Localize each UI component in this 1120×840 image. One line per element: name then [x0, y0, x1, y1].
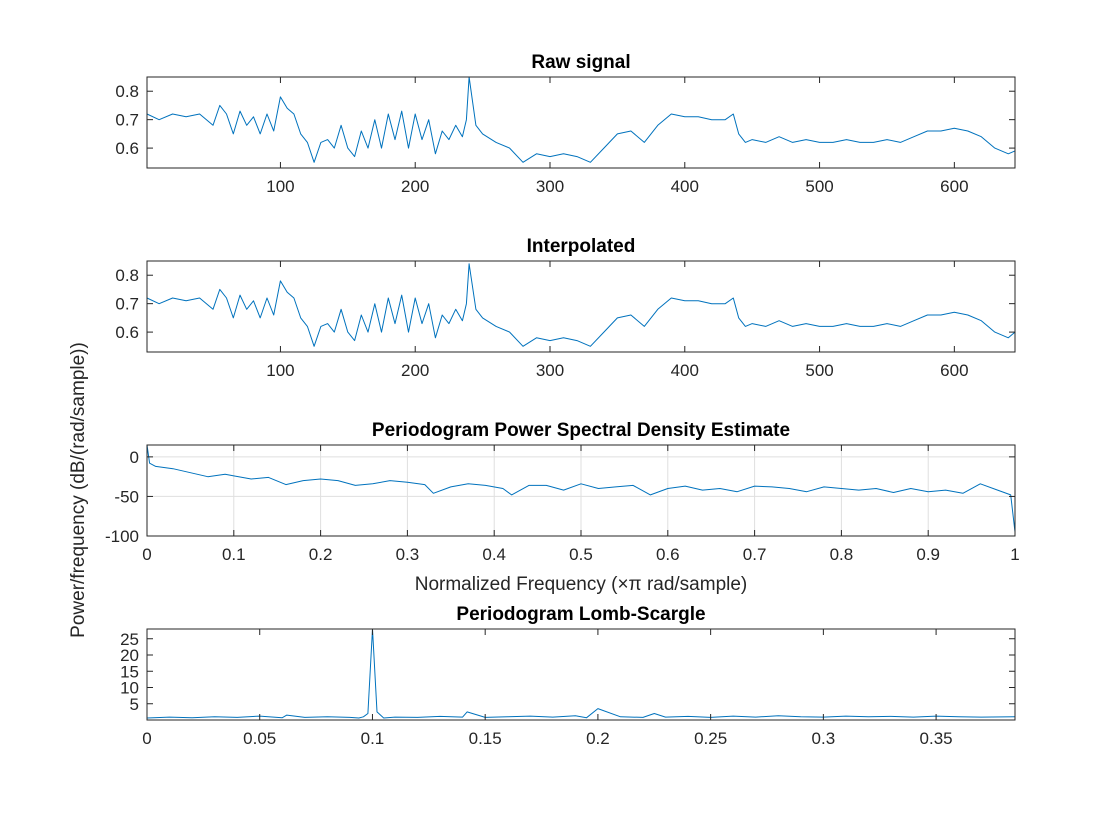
axes-box-raw	[146, 76, 1016, 169]
subplot-raw: 100 200 300 400 500 600 0.6 0.7 0.8 Raw signal	[115, 52, 1016, 196]
series-line-psd-0	[146, 444, 1016, 533]
axes-box-interp	[146, 260, 1016, 353]
x-tick-label-psd-2: 0.2	[309, 545, 333, 564]
x-tick-label-psd-5: 0.5	[569, 545, 593, 564]
y-tick-label-lomb-4: 25	[120, 630, 139, 649]
x-tick-label-raw-5: 600	[940, 177, 968, 196]
x-tick-label-lomb-6: 0.3	[812, 729, 836, 748]
plot-area-interp	[146, 260, 1016, 353]
x-tick-label-lomb-7: 0.35	[920, 729, 953, 748]
y-tick-label-interp-2: 0.8	[115, 266, 139, 285]
x-tick-label-psd-7: 0.7	[743, 545, 767, 564]
y-tick-label-raw-0: 0.6	[115, 139, 139, 158]
x-tick-label-psd-1: 0.1	[222, 545, 246, 564]
x-tick-label-psd-8: 0.8	[830, 545, 854, 564]
x-tick-label-interp-1: 200	[401, 361, 429, 380]
y-tick-label-psd-0: -100	[105, 527, 139, 546]
x-tick-label-lomb-0: 0	[142, 729, 151, 748]
subplot-title-psd: Periodogram Power Spectral Density Estim…	[372, 420, 790, 441]
y-tick-label-lomb-3: 20	[120, 646, 139, 665]
x-tick-label-lomb-5: 0.25	[694, 729, 727, 748]
x-tick-label-psd-9: 0.9	[916, 545, 940, 564]
y-tick-label-interp-1: 0.7	[115, 295, 139, 314]
x-tick-label-lomb-4: 0.2	[586, 729, 610, 748]
y-tick-label-lomb-1: 10	[120, 679, 139, 698]
axes-box-lomb	[146, 628, 1016, 721]
x-tick-label-raw-0: 100	[266, 177, 294, 196]
x-tick-label-lomb-1: 0.05	[243, 729, 276, 748]
y-tick-label-psd-2: 0	[130, 448, 139, 467]
x-tick-label-interp-0: 100	[266, 361, 294, 380]
x-tick-label-psd-4: 0.4	[482, 545, 506, 564]
x-tick-label-lomb-2: 0.1	[361, 729, 385, 748]
x-axis-label-psd: Normalized Frequency (×π rad/sample)	[415, 574, 748, 595]
subplot-title-raw: Raw signal	[531, 52, 630, 73]
x-tick-label-raw-4: 500	[805, 177, 833, 196]
subplot-interp: 100 200 300 400 500 600 0.6 0.7 0.8 Interpolated	[115, 236, 1016, 380]
subplot-psd: 0 0.1 0.2 0.3 0.4 0.5 0.6 0.7 0.8 0.9 1 -100 -50 0 Per…	[105, 420, 1020, 595]
x-tick-label-psd-3: 0.3	[396, 545, 420, 564]
series-line-lomb-0	[146, 628, 1016, 719]
x-tick-label-interp-5: 600	[940, 361, 968, 380]
series-line-interp-0	[146, 263, 1016, 347]
x-tick-label-interp-4: 500	[805, 361, 833, 380]
y-tick-label-raw-1: 0.7	[115, 111, 139, 130]
y-tick-label-interp-0: 0.6	[115, 323, 139, 342]
subplot-title-interp: Interpolated	[527, 236, 636, 257]
y-tick-label-lomb-2: 15	[120, 662, 139, 681]
x-tick-label-psd-6: 0.6	[656, 545, 680, 564]
x-tick-label-interp-3: 400	[671, 361, 699, 380]
plot-area-lomb	[146, 628, 1016, 721]
x-tick-label-lomb-3: 0.15	[469, 729, 502, 748]
x-tick-label-raw-1: 200	[401, 177, 429, 196]
plot-area-raw	[146, 76, 1016, 169]
subplot-title-lomb: Periodogram Lomb-Scargle	[456, 604, 705, 625]
y-tick-label-raw-2: 0.8	[115, 82, 139, 101]
x-tick-label-raw-3: 400	[671, 177, 699, 196]
x-tick-label-raw-2: 300	[536, 177, 564, 196]
y-tick-label-psd-1: -50	[114, 487, 139, 506]
x-tick-label-psd-10: 1	[1010, 545, 1019, 564]
x-tick-label-psd-0: 0	[142, 545, 151, 564]
shared-y-axis-label: Power/frequency (dB/(rad/sample))	[68, 342, 89, 638]
x-tick-label-interp-2: 300	[536, 361, 564, 380]
y-tick-label-lomb-0: 5	[130, 695, 139, 714]
